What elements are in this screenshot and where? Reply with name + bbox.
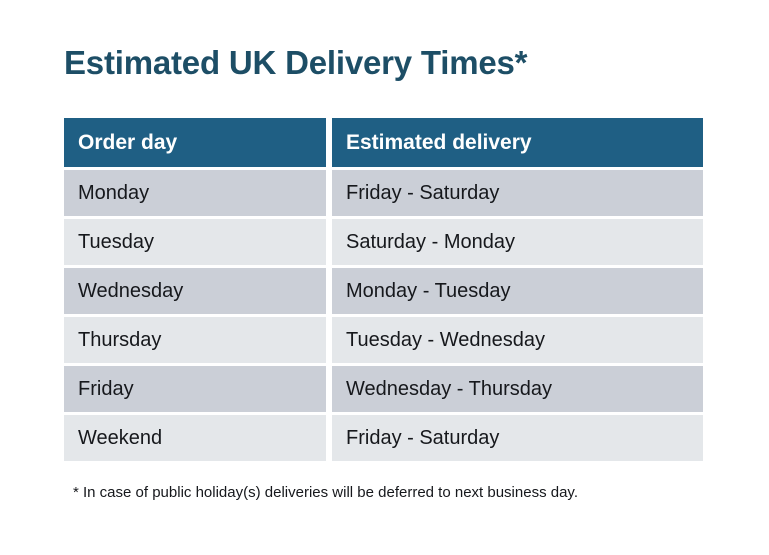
- cell-estimated-delivery: Wednesday - Thursday: [332, 366, 703, 412]
- table-row: Wednesday Monday - Tuesday: [64, 268, 703, 314]
- cell-order-day: Tuesday: [64, 219, 326, 265]
- cell-order-day: Friday: [64, 366, 326, 412]
- table-row: Weekend Friday - Saturday: [64, 415, 703, 461]
- cell-estimated-delivery: Tuesday - Wednesday: [332, 317, 703, 363]
- column-header-estimated-delivery: Estimated delivery: [332, 118, 703, 167]
- table-row: Monday Friday - Saturday: [64, 170, 703, 216]
- page-title: Estimated UK Delivery Times*: [64, 44, 528, 81]
- cell-order-day: Wednesday: [64, 268, 326, 314]
- table-header-row: Order day Estimated delivery: [64, 118, 703, 167]
- cell-order-day: Monday: [64, 170, 326, 216]
- cell-estimated-delivery: Saturday - Monday: [332, 219, 703, 265]
- table-row: Tuesday Saturday - Monday: [64, 219, 703, 265]
- cell-estimated-delivery: Monday - Tuesday: [332, 268, 703, 314]
- cell-estimated-delivery: Friday - Saturday: [332, 415, 703, 461]
- table-row: Thursday Tuesday - Wednesday: [64, 317, 703, 363]
- cell-order-day: Weekend: [64, 415, 326, 461]
- table-row: Friday Wednesday - Thursday: [64, 366, 703, 412]
- cell-order-day: Thursday: [64, 317, 326, 363]
- column-header-order-day: Order day: [64, 118, 326, 167]
- delivery-times-table: Order day Estimated delivery Monday Frid…: [64, 118, 703, 464]
- cell-estimated-delivery: Friday - Saturday: [332, 170, 703, 216]
- table-footnote: * In case of public holiday(s) deliverie…: [73, 484, 578, 501]
